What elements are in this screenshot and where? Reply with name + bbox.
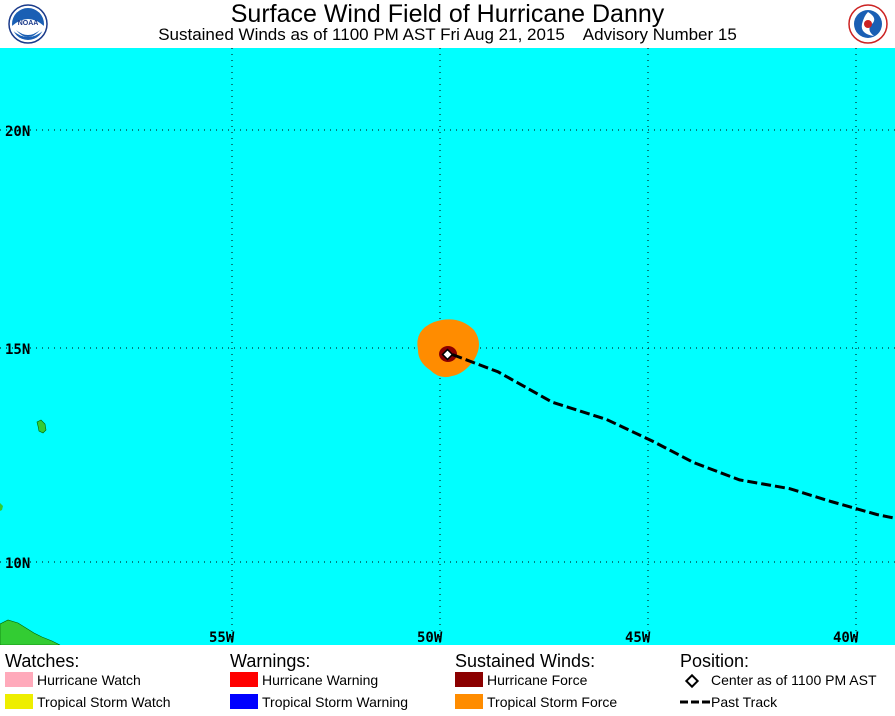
hurricane-watch-label: Hurricane Watch (37, 672, 141, 688)
lon-label-45w: 45W (625, 630, 651, 645)
tropical-storm-watch-swatch (5, 694, 33, 709)
center-marker-icon (684, 673, 700, 689)
tropical-storm-force-label: Tropical Storm Force (487, 694, 618, 710)
map-subtitle: Sustained Winds as of 1100 PM AST Fri Au… (158, 25, 737, 44)
past-track-line (451, 353, 895, 520)
hurricane-warning-swatch (230, 672, 258, 687)
island (36, 419, 47, 434)
nws-logo (848, 4, 888, 44)
svg-text:NOAA: NOAA (18, 20, 39, 27)
hurricane-watch-swatch (5, 672, 33, 687)
hurricane-warning-label: Hurricane Warning (262, 672, 379, 688)
legend-warnings-heading: Warnings: (230, 651, 311, 671)
center-label: Center as of 1100 PM AST (711, 672, 877, 688)
hurricane-force-label: Hurricane Force (487, 672, 588, 688)
header: NOAA Surface Wind Field of Hurricane Dan… (0, 0, 895, 48)
lon-label-55w: 55W (209, 630, 235, 645)
tropical-storm-force-swatch (455, 694, 483, 709)
past-track-label: Past Track (711, 694, 778, 710)
lat-label-15n: 15N (5, 342, 30, 358)
legend-watches-heading: Watches: (5, 651, 80, 671)
tropical-storm-warning-label: Tropical Storm Warning (262, 694, 409, 710)
legend-position-heading: Position: (680, 651, 750, 671)
noaa-logo: NOAA (8, 4, 48, 44)
lat-label-10n: 10N (5, 556, 30, 572)
land-edge (0, 503, 3, 511)
storm-center-marker (441, 348, 454, 361)
tropical-storm-warning-swatch (230, 694, 258, 709)
south-america-coast (0, 619, 61, 645)
lon-label-50w: 50W (417, 630, 443, 645)
legend: Watches: Hurricane Watch Tropical Storm … (0, 645, 895, 716)
past-track-icon (680, 700, 710, 704)
wind-field-map: 20N 15N 10N 55W 50W 45W 40W (0, 48, 895, 645)
lon-label-40w: 40W (833, 630, 859, 645)
hurricane-force-swatch (455, 672, 483, 687)
map-title: Surface Wind Field of Hurricane Danny (230, 0, 665, 28)
lat-label-20n: 20N (5, 124, 30, 140)
tropical-storm-watch-label: Tropical Storm Watch (37, 694, 171, 710)
legend-sustained-heading: Sustained Winds: (455, 651, 596, 671)
